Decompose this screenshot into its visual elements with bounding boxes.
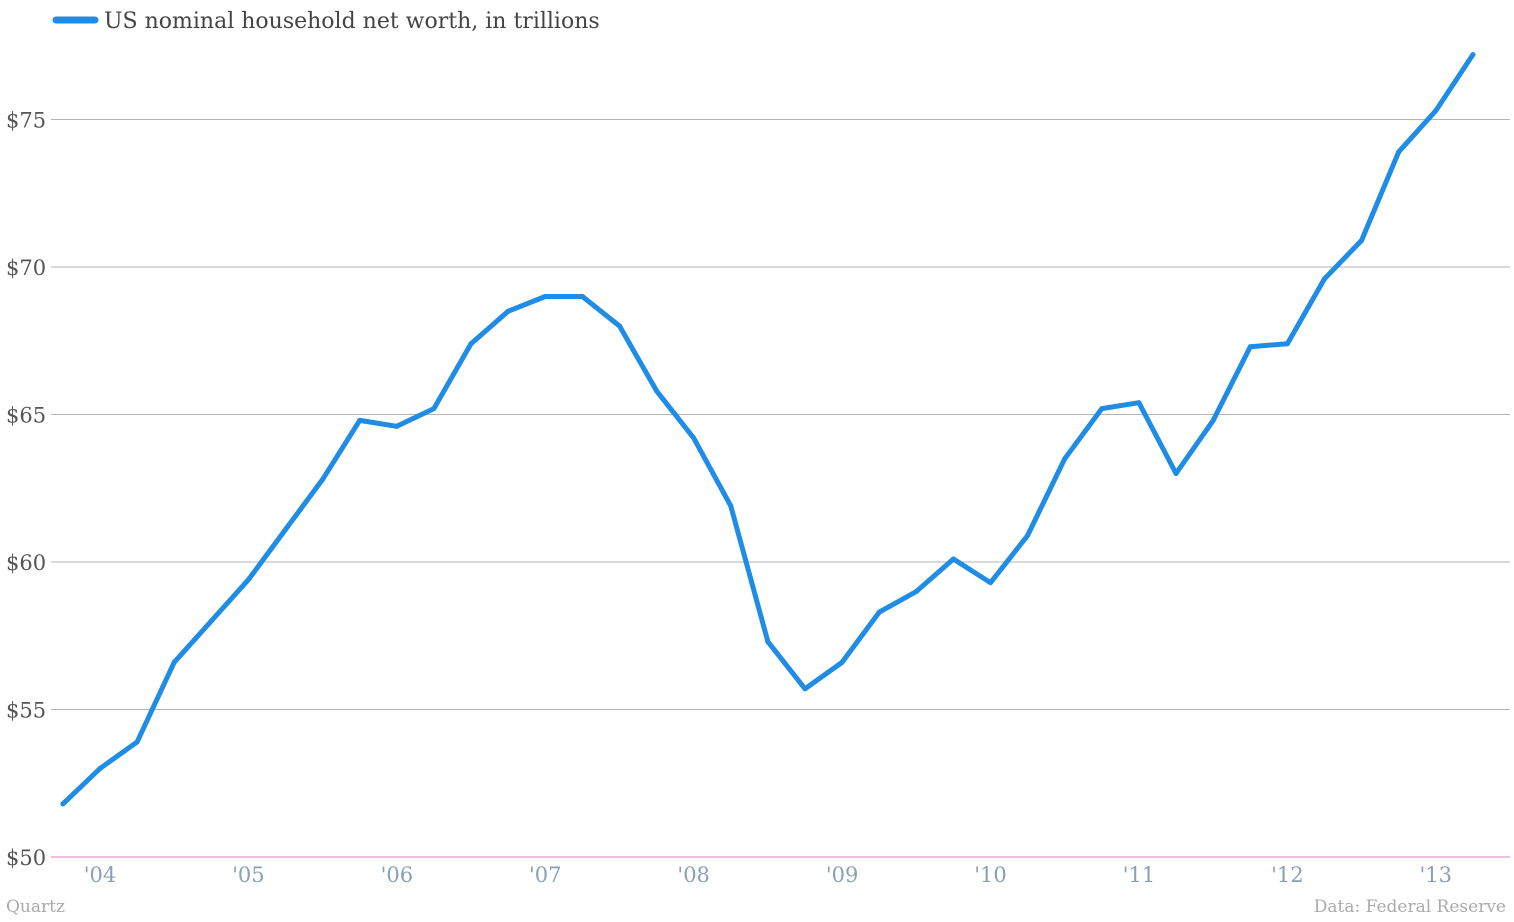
- data-point: [988, 580, 993, 586]
- y-axis-tick-labels: $50 $55 $60 $65 $70 $75: [6, 109, 46, 871]
- data-point: [802, 686, 808, 692]
- data-point: [1322, 276, 1327, 282]
- data-point: [245, 577, 251, 583]
- data-point: [134, 739, 140, 745]
- footer-source-left: Quartz: [6, 897, 65, 917]
- x-tick-label: '13: [1420, 863, 1453, 887]
- x-tick-label: '12: [1271, 863, 1304, 887]
- y-tick-label: $50: [6, 846, 46, 870]
- data-point: [579, 294, 585, 299]
- data-point: [1136, 400, 1142, 406]
- data-point: [876, 609, 882, 615]
- x-tick-label: '08: [677, 863, 710, 887]
- data-point: [394, 423, 400, 429]
- y-tick-label: $70: [6, 256, 46, 280]
- series-layer: [60, 52, 1476, 807]
- x-tick-label: '06: [381, 863, 414, 887]
- x-tick-label: '04: [84, 863, 117, 887]
- data-point: [97, 766, 103, 771]
- data-point: [505, 308, 511, 314]
- data-point: [208, 618, 214, 624]
- legend-series-label: US nominal household net worth, in trill…: [104, 9, 600, 34]
- legend: US nominal household net worth, in trill…: [52, 9, 600, 34]
- data-point: [1433, 108, 1439, 114]
- x-tick-label: '07: [529, 863, 562, 887]
- data-point: [1173, 471, 1179, 476]
- data-point: [728, 503, 734, 509]
- data-point: [542, 294, 548, 299]
- data-point: [617, 323, 622, 329]
- y-tick-label: $75: [6, 109, 46, 133]
- data-point: [1470, 52, 1476, 58]
- data-point: [431, 406, 437, 412]
- data-point: [1210, 417, 1216, 423]
- data-point: [654, 388, 660, 394]
- footer-source-right: Data: Federal Reserve: [1314, 897, 1506, 917]
- data-point: [320, 476, 326, 482]
- data-point: [691, 435, 697, 441]
- data-point: [357, 417, 363, 423]
- x-tick-label: '05: [232, 863, 265, 887]
- data-point: [1284, 341, 1290, 347]
- data-point: [1099, 406, 1105, 412]
- x-tick-label: '10: [974, 863, 1007, 887]
- y-tick-label: $65: [6, 404, 46, 428]
- data-point: [468, 341, 474, 347]
- data-point: [60, 801, 66, 807]
- data-point: [171, 659, 177, 665]
- data-point: [950, 556, 956, 562]
- series-line: [60, 52, 1476, 807]
- x-axis-tick-labels: '04 '05 '06 '07 '08 '09 '10 '11 '12 '13: [84, 863, 1452, 887]
- data-point: [283, 527, 288, 532]
- data-point: [1025, 533, 1031, 538]
- data-point: [1359, 237, 1365, 243]
- data-point: [1396, 149, 1402, 155]
- y-tick-label: $60: [6, 551, 46, 575]
- data-point: [765, 639, 771, 645]
- data-point: [839, 659, 845, 665]
- data-point: [1247, 344, 1253, 350]
- data-point: [1062, 456, 1068, 462]
- x-tick-label: '11: [1123, 863, 1156, 887]
- grid-lines: [51, 119, 1510, 858]
- data-point: [913, 589, 919, 594]
- x-tick-label: '09: [826, 863, 859, 887]
- y-tick-label: $55: [6, 699, 46, 723]
